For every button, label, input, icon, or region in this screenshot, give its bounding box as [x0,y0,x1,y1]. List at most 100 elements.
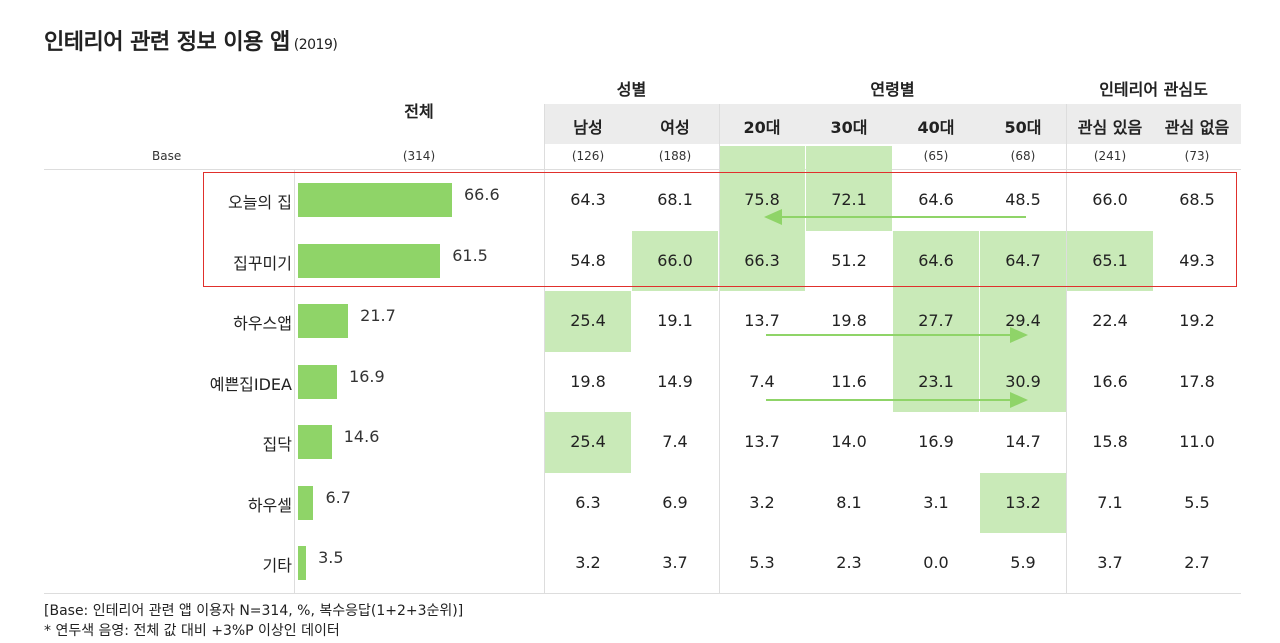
base-count: (188) [658,149,692,163]
footnote-shading: * 연두색 음영: 전체 값 대비 +3%P 이상인 데이터 [44,623,340,639]
group-header: 연령별 [870,80,915,99]
data-cell: 27.7 [918,311,954,331]
column-header: 40대 [917,118,955,137]
column-divider [719,104,720,593]
data-cell: 68.1 [657,190,693,210]
highlight-cell [893,351,979,412]
focus-box [203,172,1237,287]
bar-value: 14.6 [343,427,380,447]
data-cell: 17.8 [1179,371,1215,391]
column-header: 남성 [573,118,603,137]
data-cell: 23.1 [918,371,954,391]
bar-value: 21.7 [360,306,396,326]
data-cell: 16.6 [1092,371,1128,391]
row-label: 하우셀 [247,495,292,515]
data-cell: 7.1 [1097,492,1123,512]
column-header: 20대 [743,118,781,137]
highlight-cell [893,291,979,352]
highlight-cell [1067,230,1153,291]
data-cell: 0.0 [923,553,949,573]
base-label: Base [152,149,182,163]
highlight-cell [980,472,1066,533]
data-cell: 19.2 [1179,311,1215,331]
data-cell: 29.4 [1005,311,1041,331]
base-count: (73) [1184,149,1210,163]
data-cell: 13.7 [744,311,780,331]
base-count: (65) [923,149,949,163]
data-cell: 11.0 [1179,432,1215,452]
title-year: (2019) [293,37,338,53]
base-count: (126) [571,149,605,163]
base-count: (68) [1010,149,1036,163]
data-cell: 15.8 [1092,432,1128,452]
bar [298,304,349,339]
data-cell: 75.8 [744,190,780,210]
column-header: 50대 [1004,118,1042,137]
column-divider [1066,104,1067,593]
row-label: 예쁜집IDEA [209,374,292,394]
data-cell: 72.1 [831,190,867,210]
column-divider [544,104,545,593]
data-cell: 13.2 [1005,492,1041,512]
highlight-cell [545,291,631,352]
bar [298,183,452,218]
row-label: 기타 [262,556,292,576]
bottom-divider [44,593,1241,594]
data-cell: 64.6 [918,250,954,270]
data-cell: 14.7 [1005,432,1041,452]
row-label: 하우스앱 [233,314,292,334]
column-header: 관심 있음 [1077,118,1143,137]
total-header: 전체 [404,102,434,121]
column-header: 30대 [830,118,868,137]
data-cell: 64.7 [1005,250,1041,270]
title-text: 인테리어 관련 정보 이용 앱 [44,30,290,55]
highlight-cell [893,230,979,291]
data-cell: 5.9 [1010,553,1036,573]
bar-value: 61.5 [452,245,488,265]
data-cell: 66.0 [1092,190,1128,210]
highlight-cell [545,412,631,473]
footnote-base: [Base: 인테리어 관련 앱 이용자 N=314, %, 복수응답(1+2+… [44,603,464,619]
group-header: 인테리어 관심도 [1099,80,1208,99]
data-cell: 16.9 [918,432,954,452]
highlight-cell [632,230,718,291]
bar [298,364,338,399]
data-cell: 68.5 [1179,190,1215,210]
data-cell: 22.4 [1092,311,1128,331]
data-cell: 5.5 [1184,492,1210,512]
group-header: 성별 [616,80,647,99]
highlight-cell [980,230,1066,291]
data-cell: 25.4 [570,311,606,331]
column-header: 관심 없음 [1164,118,1230,137]
base-count: (241) [1093,149,1127,163]
data-cell: 6.3 [575,492,601,512]
data-cell: 49.3 [1179,250,1215,270]
data-cell: 64.6 [918,190,954,210]
data-cell: 51.2 [831,250,867,270]
data-cell: 3.7 [1097,553,1123,573]
data-cell: 66.3 [744,250,780,270]
bar [298,243,441,278]
data-cell: 6.9 [662,492,688,512]
data-cell: 11.6 [831,371,867,391]
bar [298,425,332,460]
data-cell: 66.0 [657,250,693,270]
data-cell: 8.1 [836,492,862,512]
data-cell: 7.4 [662,432,688,452]
data-cell: 64.3 [570,190,606,210]
base-total: (314) [402,149,436,163]
bar-value: 66.6 [464,185,500,205]
data-cell: 19.1 [657,311,693,331]
page-title: 인테리어 관련 정보 이용 앱 (2019) [44,24,338,56]
data-cell: 14.9 [657,371,693,391]
data-cell: 19.8 [570,371,606,391]
data-cell: 2.7 [1184,553,1210,573]
data-cell: 13.7 [744,432,780,452]
highlight-cell [719,230,805,291]
data-cell: 5.3 [749,553,775,573]
data-cell: 30.9 [1005,371,1041,391]
subheader-band [545,104,1241,144]
data-cell: 14.0 [831,432,867,452]
data-cell: 25.4 [570,432,606,452]
